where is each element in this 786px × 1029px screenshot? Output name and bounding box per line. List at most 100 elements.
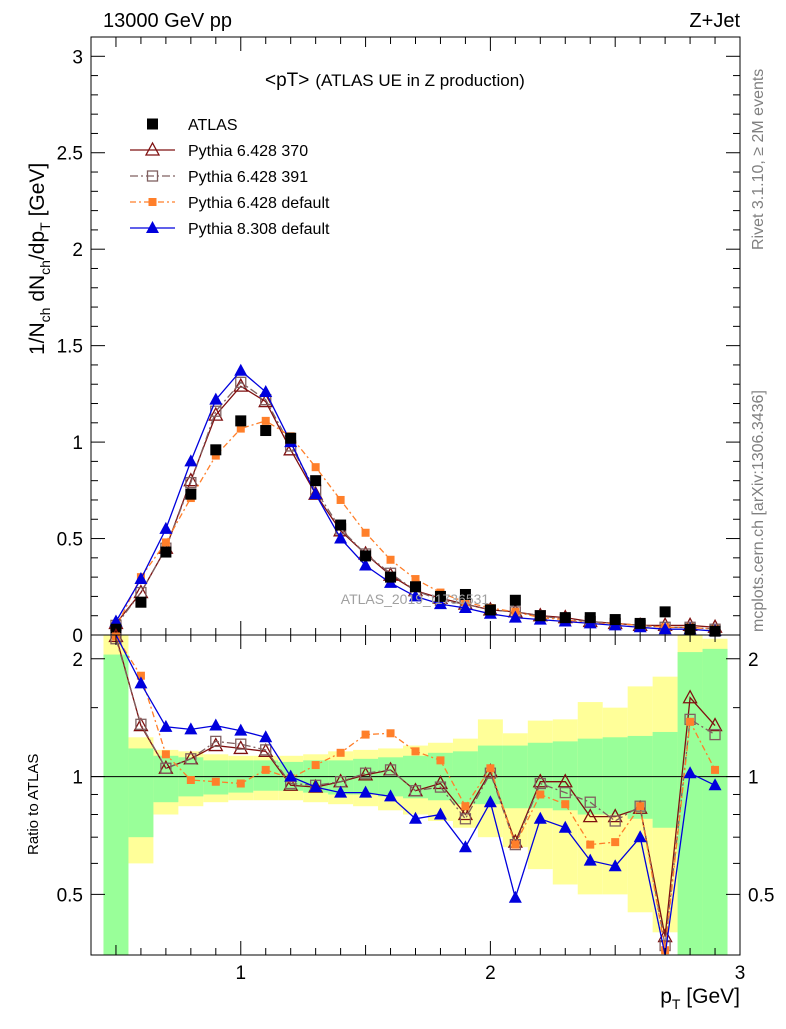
ratio-band-inner <box>203 760 229 795</box>
ratio-series-point <box>258 742 274 757</box>
ratio-band-inner <box>652 731 678 828</box>
main-series-point <box>386 555 395 564</box>
atlas-data-point <box>260 425 272 437</box>
main-series <box>108 363 723 637</box>
ratio-series-point <box>260 744 272 756</box>
ratio-series-point <box>582 808 598 823</box>
main-series-point <box>409 589 422 602</box>
ratio-series-point <box>409 811 422 824</box>
ylabel-part-2: ch <box>37 308 53 323</box>
ratio-frame <box>90 634 741 956</box>
atlas-data-point <box>584 612 596 624</box>
atlas-data-point <box>360 550 372 562</box>
ratio-series-point <box>584 796 596 808</box>
main-ytick-label: 1.5 <box>57 337 83 358</box>
ratio-series-point <box>309 780 323 793</box>
main-series-point <box>658 622 672 635</box>
ratio-ytick-label: 1 <box>72 768 83 789</box>
ratio-series-point <box>558 820 572 833</box>
main-series-point <box>433 597 447 610</box>
ratio-plot: 0.5 0.5 1 1 2 2 1 2 3 Ratio to ATLAS pT [GeV] <box>25 628 774 1012</box>
ratio-band-inner <box>103 654 129 955</box>
ratio-series <box>108 628 723 956</box>
ratio-series-point <box>536 790 545 799</box>
main-series-point <box>184 454 198 467</box>
main-series-point <box>183 472 199 487</box>
ratio-series-point <box>509 838 521 851</box>
legend-label: ATLAS <box>188 117 238 134</box>
ratio-series-point <box>532 773 548 788</box>
ratio-series-point <box>134 676 148 689</box>
ratio-ytick-label: 2 <box>72 650 83 671</box>
legend-marker <box>146 221 159 233</box>
legend-marker <box>144 141 161 156</box>
main-plot: <pT> (ATLAS UE in Z production) 1/Nch dNc… <box>26 36 741 647</box>
main-series-point <box>258 393 274 408</box>
ratio-series-point <box>209 718 223 731</box>
ratio-series-point <box>682 689 698 704</box>
main-series-point <box>309 487 323 500</box>
main-series-point <box>361 528 370 537</box>
ratio-series-point <box>557 773 573 788</box>
atlas-data-point <box>459 588 471 600</box>
main-ytick-label: 1 <box>72 433 83 454</box>
ratio-series-point <box>336 748 345 757</box>
ratio-xtick-label: 1 <box>235 963 246 984</box>
ratio-series-point <box>235 738 247 750</box>
title-main: <pT> <box>265 70 309 91</box>
ratio-series-point <box>458 840 472 853</box>
main-series-point <box>235 376 247 388</box>
main-series-point <box>233 377 249 392</box>
ratio-series-point <box>608 859 622 872</box>
ratio-band-inner <box>128 748 154 838</box>
legend-label: Pythia 6.428 370 <box>188 143 308 160</box>
ratio-xtick-label: 3 <box>735 963 746 984</box>
ratio-series-point <box>284 769 298 782</box>
ylabel-part-5: /dp <box>26 231 49 260</box>
ratio-series-point <box>433 807 447 820</box>
ratio-series-point <box>211 777 220 786</box>
main-series-point <box>134 572 148 585</box>
main-series-point <box>208 406 224 421</box>
ratio-ytick-label: 0.5 <box>57 885 83 906</box>
ratio-series-point <box>236 779 245 788</box>
ratio-series-point <box>686 717 695 726</box>
ylabel-part-3: dN <box>26 275 49 308</box>
main-series-point <box>209 392 223 405</box>
ratio-band-inner <box>253 760 279 791</box>
watermark: ATLAS_2019_I1736531 <box>341 591 490 607</box>
ratio-series-point <box>185 753 197 765</box>
main-series-point <box>411 575 420 584</box>
ratio-series-point <box>559 786 571 799</box>
header-right: Z+Jet <box>689 10 740 32</box>
xlabel-part-3: [GeV] <box>680 985 740 1008</box>
atlas-data-point <box>310 475 322 487</box>
ratio-series-point <box>486 764 495 773</box>
ratio-series-point <box>711 765 720 774</box>
ratio-series-point <box>483 795 497 808</box>
ratio-series-point <box>609 815 621 827</box>
atlas-data-point <box>559 612 571 624</box>
ratio-series-point <box>357 766 374 781</box>
ratio-series-point <box>359 767 372 779</box>
ratio-series-point <box>136 671 145 680</box>
legend-label: Pythia 8.308 default <box>188 221 330 238</box>
atlas-data-point <box>210 444 222 456</box>
ratio-series-point <box>259 730 273 743</box>
legend-marker <box>147 118 158 130</box>
main-ylabel: 1/Nch dNch/dpT [GeV] <box>26 163 53 355</box>
main-ytick-label: 0.5 <box>57 530 83 551</box>
main-ytick-label: 2 <box>72 240 83 261</box>
atlas-data-point <box>634 617 646 629</box>
ratio-series-point <box>359 785 373 798</box>
ratio-series-point <box>534 777 546 790</box>
atlas-data-point <box>484 604 496 616</box>
ratio-series-point <box>384 789 398 802</box>
atlas-data-point <box>684 623 696 635</box>
legend-label: Pythia 6.428 default <box>188 195 330 212</box>
main-series-point <box>334 531 348 544</box>
ratio-series-point <box>709 728 721 741</box>
ratio-series-point <box>459 813 472 825</box>
ratio-series-point <box>261 765 270 774</box>
